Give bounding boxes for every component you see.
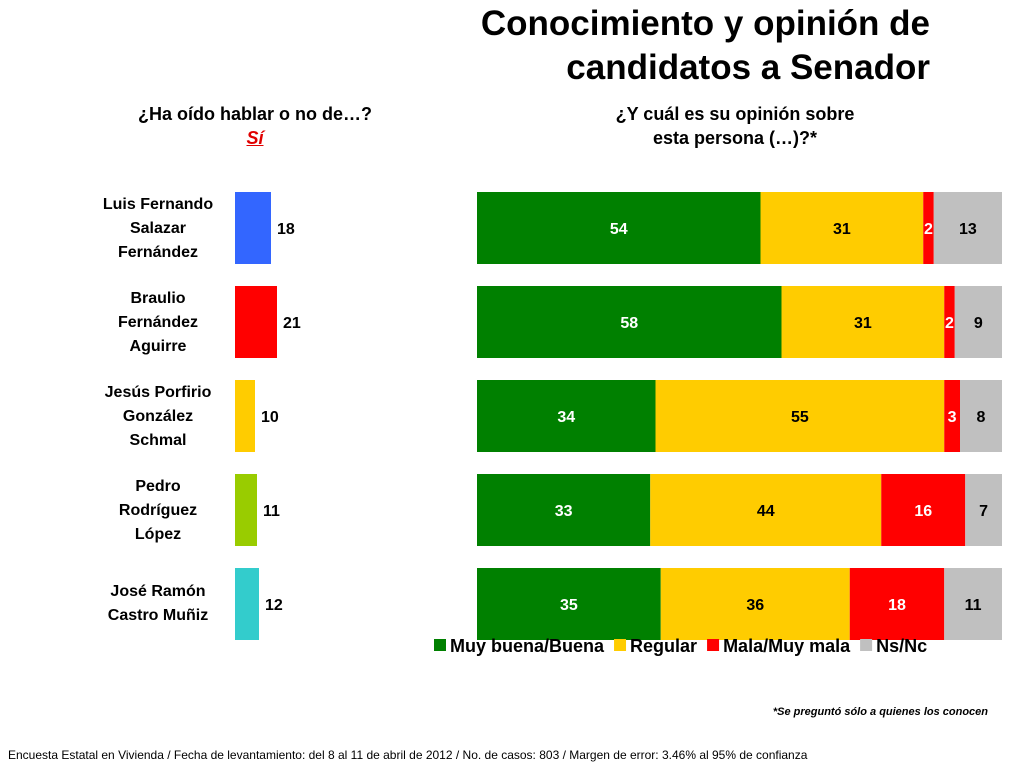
awareness-bar [235,568,259,640]
opinion-value-label: 36 [746,597,764,614]
opinion-value-label: 11 [965,597,982,614]
legend-label: Regular [630,636,697,656]
opinion-bar-segment [477,380,656,452]
opinion-value-label: 2 [945,315,954,332]
opinion-bar-segment [477,474,651,546]
opinion-value-label: 9 [974,315,983,332]
candidate-name-line: López [134,526,182,543]
footnote: *Se preguntó sólo a quienes los conocen [772,706,988,718]
opinion-value-label: 31 [833,221,851,238]
candidate-name-line: Castro Muñiz [107,607,209,624]
opinion-bar-segment [655,380,945,452]
awareness-bar [235,380,255,452]
candidate-name: Braulio Fernández Aguirre [80,287,236,359]
awareness-value-label: 11 [263,503,280,520]
opinion-bar-segment [760,192,924,264]
opinion-bar-segment [477,568,661,640]
awareness-question-text: ¿Ha oído hablar o no de…? [138,104,372,124]
opinion-value-label: 2 [924,221,933,238]
opinion-value-label: 18 [888,597,906,614]
opinion-value-label: 54 [610,221,628,238]
awareness-value-label: 21 [283,315,301,332]
opinion-bar-segment [944,568,1002,640]
page-title: Conocimiento y opinión de candidatos a S… [481,2,930,90]
opinion-bar-segment [881,474,966,546]
opinion-bar-segment [944,286,955,358]
candidate-name-line: Aguirre [129,338,187,355]
opinion-value-label: 8 [977,409,986,426]
awareness-question: ¿Ha oído hablar o no de…? Sí [80,102,430,150]
source-note: Encuesta Estatal en Vivienda / Fecha de … [8,748,808,762]
opinion-value-label: 13 [959,221,977,238]
opinion-bar-segment [933,192,1002,264]
candidate-name-line: José Ramón [110,583,206,600]
legend-label: Mala/Muy mala [723,636,851,656]
awareness-bar [235,474,257,546]
candidate-name-line: Rodríguez [118,502,198,519]
opinion-bar-segment [660,568,850,640]
opinion-bar-segment [477,286,782,358]
opinion-value-label: 55 [791,409,809,426]
candidate-name-line: Pedro [135,478,181,495]
legend-label: Ns/Nc [876,636,927,656]
opinion-value-label: 7 [979,503,988,520]
candidate-name: Luis Fernando Salazar Fernández [80,193,236,265]
legend-label: Muy buena/Buena [450,636,605,656]
awareness-value-label: 10 [261,409,279,426]
candidate-name-line: Schmal [129,432,187,449]
candidate-name-line: Fernández [117,314,198,331]
candidate-name-line: Fernández [117,244,198,261]
candidate-name-line: González [122,408,194,425]
awareness-bar [235,286,277,358]
candidate-name-line: Jesús Porfirio [104,384,212,401]
opinion-bar-segment [923,192,934,264]
candidate-name-line: Salazar [129,220,187,237]
awareness-value-label: 18 [277,221,295,238]
page-title-line-2: candidatos a Senador [566,48,930,87]
opinion-question: ¿Y cuál es su opinión sobre esta persona… [540,102,930,150]
opinion-value-label: 3 [948,409,957,426]
opinion-bar-segment [965,474,1002,546]
candidate-name: José Ramón Castro Muñiz [80,580,236,628]
candidate-name: Pedro Rodríguez López [80,475,236,547]
opinion-bar-segment [954,286,1002,358]
candidate-name: Jesús Porfirio González Schmal [80,381,236,453]
opinion-value-label: 35 [560,597,578,614]
opinion-bar-segment [650,474,882,546]
candidate-name-line: Luis Fernando [102,196,214,213]
legend-swatch [707,639,720,651]
opinion-bar-segment [960,380,1002,452]
opinion-value-label: 34 [557,409,575,426]
opinion-question-line-2: esta persona (…)?* [652,128,818,148]
candidate-name-line: Braulio [130,290,186,307]
opinion-question-line-1: ¿Y cuál es su opinión sobre [615,104,855,124]
legend-swatch [434,639,446,651]
opinion-bar-segment [849,568,945,640]
awareness-value-label: 12 [265,597,283,614]
legend-swatch [860,639,873,651]
page-title-line-1: Conocimiento y opinión de [480,4,930,43]
opinion-bar-segment [477,192,761,264]
opinion-bar-segment [944,380,960,452]
opinion-value-label: 33 [555,503,573,520]
opinion-value-label: 16 [914,503,932,520]
legend-swatch [614,639,627,651]
opinion-value-label: 44 [757,503,775,520]
opinion-value-label: 31 [854,315,872,332]
opinion-bar-segment [781,286,945,358]
awareness-bar [235,192,271,264]
awareness-answer-yes: Sí [246,128,264,148]
opinion-value-label: 58 [620,315,638,332]
